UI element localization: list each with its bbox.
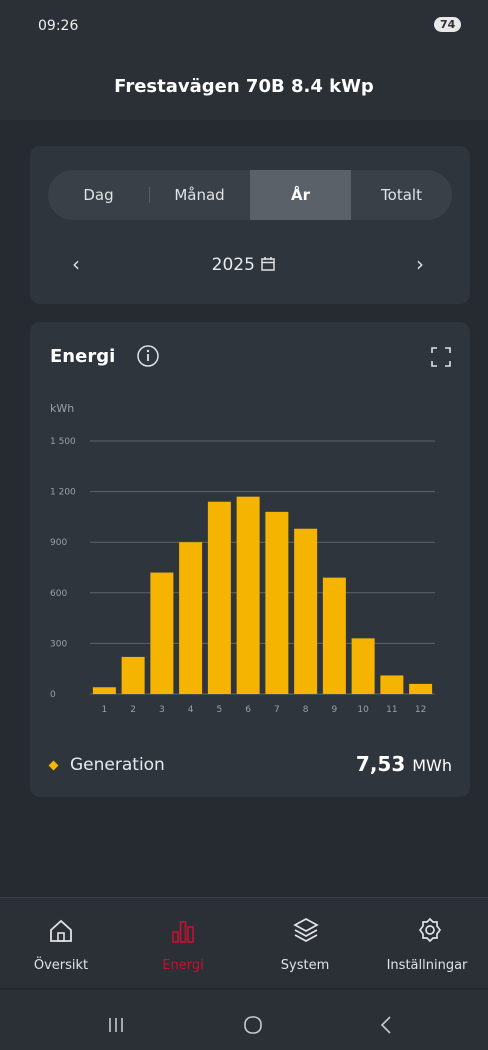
x-tick-label: 7 [274,705,280,715]
x-tick-label: 9 [332,705,338,715]
prev-button[interactable]: ‹ [72,252,80,276]
next-button[interactable]: › [416,252,424,276]
y-tick-label: 1 500 [50,437,76,447]
nav-label[interactable]: Energi [162,958,204,973]
header [0,60,488,120]
x-tick-label: 1 [102,705,108,715]
y-tick-label: 0 [50,690,56,700]
battery: 74 [434,17,462,32]
bar [121,656,145,694]
bar [351,638,375,694]
nav-label[interactable]: Översikt [33,958,89,973]
bar [380,675,404,694]
x-tick-label: 5 [217,705,223,715]
bar [265,511,289,694]
x-tick-label: 2 [130,705,136,715]
total: 7,53 MWh [356,752,452,776]
y-tick-label: 600 [50,589,67,599]
x-tick-label: 6 [245,705,251,715]
tab[interactable]: Dag [83,186,114,204]
system-bar [0,990,488,1050]
nav-icon-system[interactable] [292,916,320,944]
nav-label[interactable]: Inställningar [386,958,468,973]
chart-title: Energi [50,346,116,367]
tab[interactable]: År [250,170,351,220]
status-time: 09:26 [38,18,79,34]
total-unit: MWh [412,756,452,775]
tab-bar: Dag Månad År Totalt [48,170,452,220]
legend-label: Generation [70,755,165,775]
bar [294,528,318,694]
tab[interactable]: Månad [174,186,225,204]
year-row[interactable]: 2025 [0,255,488,275]
x-tick-label: 12 [415,705,426,715]
year: 2025 [211,255,255,275]
expand-icon[interactable] [430,346,452,368]
calendar-icon [261,257,276,271]
nav-icon-home[interactable] [48,918,74,944]
x-tick-label: 4 [188,705,194,715]
tab[interactable]: Totalt [381,186,422,204]
bar [409,683,433,694]
y-axis-label: kWh [50,402,74,415]
bar [92,687,116,694]
y-tick-label: 300 [50,639,67,649]
info-icon[interactable] [136,344,160,368]
status-bar [0,0,488,60]
nav-label[interactable]: System [280,958,330,973]
bar [150,572,174,694]
y-tick-label: 1 200 [50,488,76,498]
x-tick-label: 3 [159,705,165,715]
bar [322,577,346,694]
tab-separator [149,187,150,203]
bar [236,496,260,694]
x-tick-label: 8 [303,705,309,715]
nav-icon-energy[interactable] [170,918,196,944]
header-title: Frestavägen 70B 8.4 kWp [114,76,374,97]
y-tick-label: 900 [50,538,67,548]
x-tick-label: 10 [357,705,369,715]
total-value: 7,53 [355,752,406,776]
system-buttons [109,1016,391,1034]
bar [207,501,231,694]
bar [179,542,203,694]
nav-icon-settings[interactable] [416,916,444,944]
bottom-nav [0,897,488,988]
x-tick-label: 11 [386,705,397,715]
